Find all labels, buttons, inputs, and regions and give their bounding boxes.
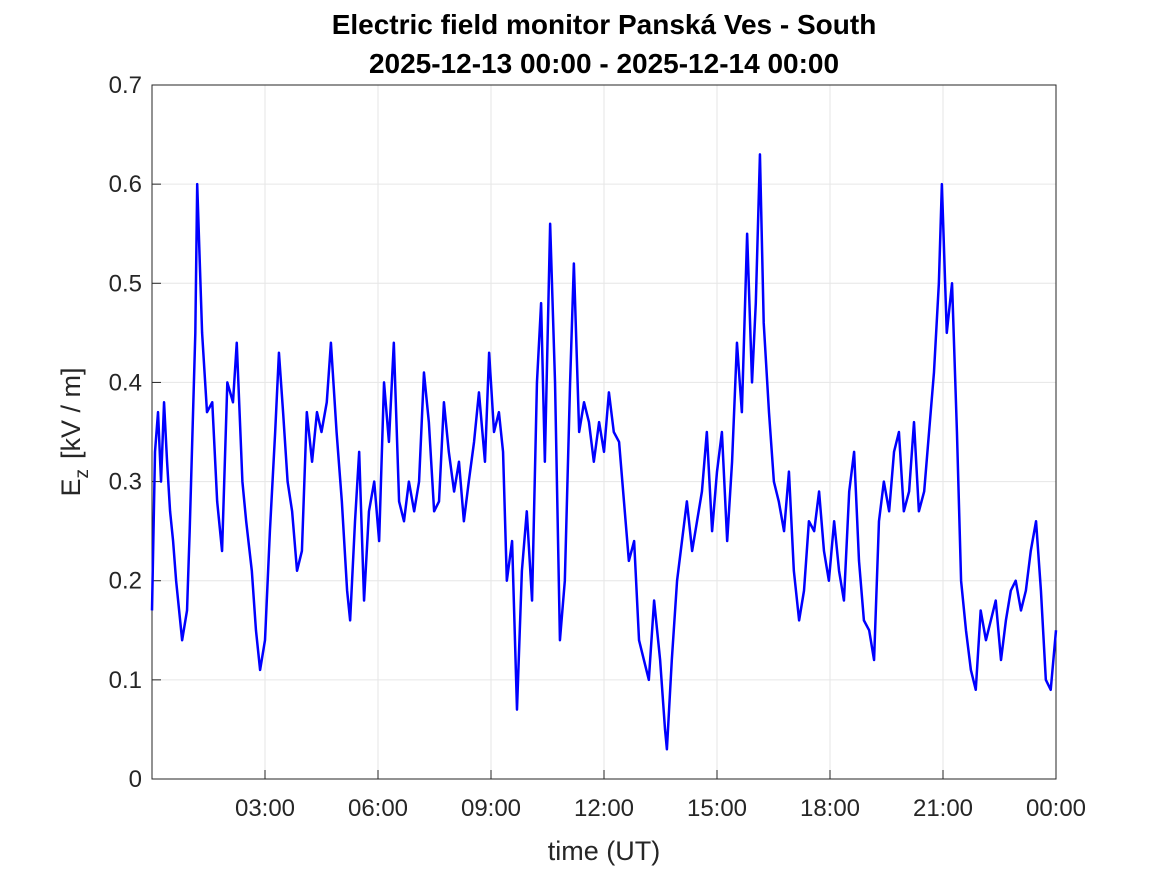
x-tick-label: 18:00 [800, 795, 860, 822]
plot-frame [151, 84, 1057, 780]
x-tick-label: 15:00 [687, 795, 747, 822]
y-label-base: E [56, 479, 86, 497]
y-tick-label: 0.7 [109, 72, 142, 99]
data-line [150, 153, 1058, 751]
chart-title: Electric field monitor Panská Ves - Sout… [332, 9, 877, 40]
y-tick-label: 0.5 [109, 270, 142, 297]
y-tick-label: 0.3 [109, 469, 142, 496]
y-tick-label: 0.6 [109, 171, 142, 198]
y-tick-label: 0.2 [109, 568, 142, 595]
x-tick-label: 06:00 [348, 795, 408, 822]
x-tick-label: 09:00 [461, 795, 521, 822]
y-tick-label: 0.1 [109, 667, 142, 694]
y-tick-label: 0.4 [109, 369, 142, 396]
x-tick-label: 00:00 [1026, 795, 1086, 822]
y-label-subscript: z [72, 469, 93, 479]
y-axis-label: Ez [kV / m] [56, 367, 93, 496]
x-tick-label: 12:00 [574, 795, 634, 822]
x-tick-label: 03:00 [235, 795, 295, 822]
chart-subtitle: 2025-12-13 00:00 - 2025-12-14 00:00 [369, 48, 839, 79]
x-tick-label: 21:00 [913, 795, 973, 822]
y-label-unit: [kV / m] [56, 367, 86, 459]
y-tick-label: 0 [129, 766, 142, 793]
x-axis-label: time (UT) [548, 836, 660, 866]
